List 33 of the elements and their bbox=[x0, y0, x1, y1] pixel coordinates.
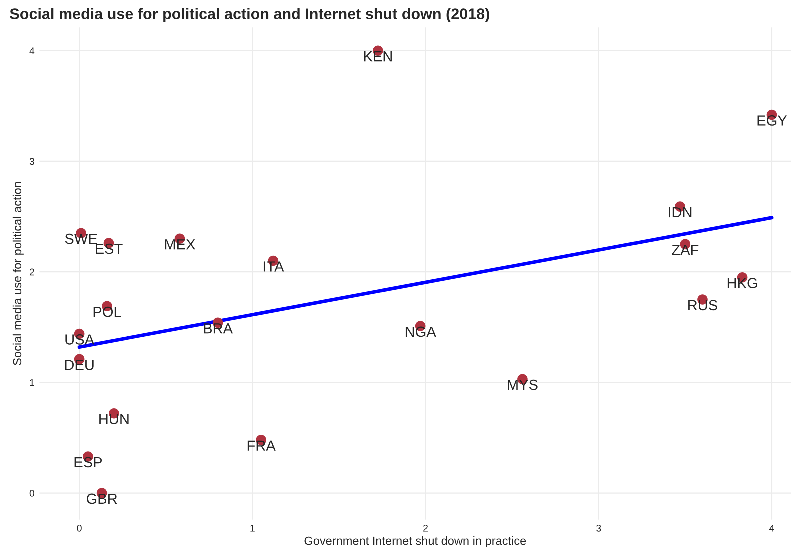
annotation: SWE bbox=[65, 234, 98, 244]
y-axis-title: Social media use for political action bbox=[12, 182, 24, 366]
y-tick-label: 3 bbox=[30, 158, 34, 166]
annotation: ZAF bbox=[672, 245, 699, 256]
x-tick-label: 0 bbox=[77, 524, 82, 532]
y-tick-label: 1 bbox=[30, 380, 34, 386]
y-tick-label: 0 bbox=[30, 490, 35, 497]
annotation: EGY bbox=[758, 116, 788, 126]
annotation: IDN bbox=[669, 208, 692, 218]
annotation: ESP bbox=[74, 457, 102, 468]
chart-title: Social media use for political action and Internet shut down (2018) bbox=[10, 8, 490, 22]
annotation: HUN bbox=[100, 414, 129, 425]
annotation: USA bbox=[66, 334, 95, 345]
annotation: NGA bbox=[406, 326, 436, 338]
x-tick-label: 4 bbox=[770, 525, 774, 532]
annotation: FRA bbox=[248, 440, 276, 451]
annotation: BRA bbox=[204, 324, 234, 334]
annotation: GBR bbox=[87, 494, 118, 504]
x-tick-label: 1 bbox=[250, 525, 255, 532]
x-tick-label: 2 bbox=[424, 524, 428, 532]
annotation: HKG bbox=[728, 278, 758, 288]
y-tick-label: 4 bbox=[30, 48, 35, 54]
annotation: MEX bbox=[165, 240, 196, 250]
annotation: EST bbox=[96, 244, 123, 254]
annotation: ITA bbox=[264, 262, 284, 272]
y-tick-label: 2 bbox=[30, 268, 34, 276]
x-tick-label: 3 bbox=[596, 524, 602, 532]
annotation: MYS bbox=[508, 380, 538, 390]
annotation: RUS bbox=[688, 300, 718, 311]
annotation: DEU bbox=[65, 360, 94, 370]
annotation: POL bbox=[94, 306, 122, 318]
annotation: KEN bbox=[364, 52, 392, 62]
x-axis-title: Government Internet shut down in practice bbox=[304, 536, 526, 548]
